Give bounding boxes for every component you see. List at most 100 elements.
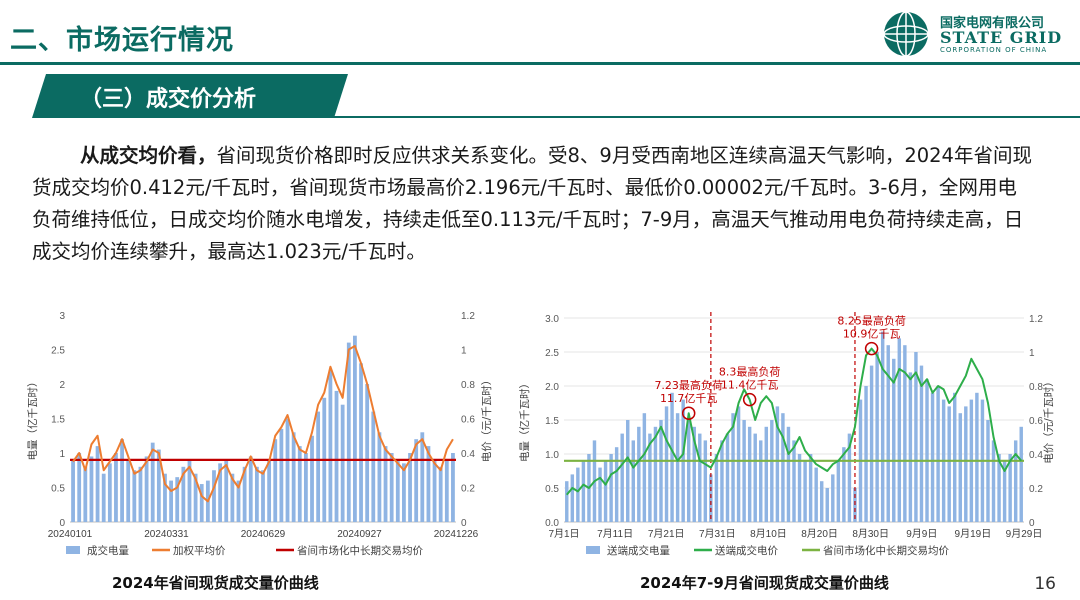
volume-bar (279, 428, 284, 522)
volume-bar (698, 433, 702, 522)
x-tick-label: 20240927 (337, 529, 382, 540)
volume-bar (340, 404, 345, 522)
volume-bar (753, 433, 757, 522)
volume-bar (720, 440, 724, 522)
volume-bar (598, 467, 602, 522)
volume-bar (395, 459, 400, 522)
volume-bar (709, 474, 713, 522)
x-tick-label: 20240629 (241, 529, 286, 540)
section-divider (330, 116, 1080, 118)
y-tick-left: 1 (59, 449, 65, 460)
volume-bar (637, 426, 641, 522)
globe-icon (883, 11, 929, 57)
volume-bar (770, 420, 774, 522)
y-axis-label-left: 电量（亿千瓦时） (26, 377, 39, 461)
y-tick-left: 2.5 (51, 346, 65, 357)
price-line (72, 345, 454, 503)
volume-bar (919, 365, 924, 522)
state-grid-logo: 国家电网有限公司 STATE GRID CORPORATION OF CHINA (880, 8, 1070, 60)
volume-bar (747, 426, 752, 522)
x-tick-label: 8月20日 (801, 528, 838, 540)
y-tick-left: 0.5 (545, 484, 559, 495)
volume-bar (377, 432, 382, 522)
x-tick-label: 9月19日 (955, 528, 992, 540)
volume-bar (224, 459, 229, 522)
logo-name-en: STATE GRID (940, 28, 1063, 47)
volume-bar (83, 466, 88, 522)
volume-bar (869, 365, 874, 522)
volume-bar (242, 466, 247, 522)
x-tick-label: 20240331 (144, 529, 189, 540)
volume-bar (199, 484, 204, 522)
volume-bar (659, 420, 663, 522)
volume-bar (389, 453, 394, 522)
paragraph-lead: 从成交均价看， (80, 144, 217, 167)
header-divider (0, 62, 1080, 65)
volume-bar (163, 473, 167, 522)
volume-bar (261, 470, 265, 522)
volume-bar (875, 352, 879, 522)
volume-bar (792, 440, 796, 522)
chart-caption-annual: 2024年省间现货成交量价曲线 (112, 574, 319, 592)
volume-bar (991, 440, 996, 522)
volume-bar (132, 470, 137, 522)
volume-bar (1008, 454, 1012, 522)
volume-bar (156, 449, 161, 522)
volume-bar (947, 406, 951, 522)
volume-bar (1002, 460, 1007, 522)
volume-bar (675, 413, 680, 522)
volume-bar (958, 413, 962, 522)
chart-caption-q3: 2024年7-9月省间现货成交量价曲线 (640, 574, 889, 592)
volume-bar (880, 331, 885, 522)
y-tick-right: 1 (461, 346, 467, 357)
legend-label: 加权平均价 (173, 544, 226, 557)
volume-bar (964, 406, 968, 522)
volume-bar (775, 406, 780, 522)
y-tick-left: 2.5 (545, 348, 559, 359)
volume-bar (797, 454, 802, 522)
volume-bar (620, 433, 624, 522)
y-tick-left: 3 (59, 311, 65, 322)
volume-bar (565, 481, 569, 522)
volume-bar (842, 447, 846, 522)
volume-bar (402, 463, 406, 522)
x-tick-label: 7月31日 (699, 528, 736, 540)
annual-volume-price-chart: 0 0.5 1 1.5 2 2.5 3 0 0.2 0.4 0.6 0.8 1 1.2 电量（亿千瓦时） 电价… (26, 311, 493, 557)
volume-bar (759, 440, 763, 522)
legend-label: 送端成交电量 (607, 544, 670, 557)
volume-bar (614, 447, 619, 522)
y-tick-left: 0.5 (51, 484, 65, 495)
volume-bar (653, 426, 658, 522)
volume-bar (930, 392, 935, 522)
volume-bar (603, 460, 608, 522)
volume-bar (451, 453, 455, 522)
legend-label: 成交电量 (87, 544, 129, 557)
volume-bar (150, 442, 155, 522)
volume-bar (310, 435, 314, 522)
y-tick-left: 2.0 (545, 382, 559, 393)
volume-bar (303, 453, 308, 522)
volume-bar (631, 440, 635, 522)
x-tick-label: 8月10日 (750, 528, 787, 540)
volume-bar (725, 433, 730, 522)
volume-bar (426, 446, 431, 522)
y-axis-label-right: 电价（元/千瓦时） (1042, 376, 1055, 464)
peak-load-label: 8.3最高负荷 (719, 365, 781, 379)
volume-bar (353, 335, 357, 522)
y-tick-left: 0 (59, 518, 65, 529)
volume-bar (642, 413, 647, 522)
legend-label: 省间市场化中长期交易均价 (823, 544, 949, 557)
volume-bar (908, 372, 913, 522)
y-tick-left: 1.5 (545, 416, 559, 427)
volume-bar (328, 370, 333, 522)
y-axis-label-left: 电量（亿千瓦时） (518, 378, 531, 462)
volume-bar (808, 454, 813, 522)
volume-bar (731, 413, 735, 522)
legend-swatch-bar (66, 546, 80, 554)
y-tick-right: 0.8 (1029, 382, 1043, 393)
peak-load-value: 11.7亿千瓦 (660, 392, 718, 405)
x-tick-label: 7月21日 (648, 528, 685, 540)
volume-bar (686, 420, 691, 522)
volume-bar (997, 454, 1001, 522)
volume-bar (626, 420, 630, 522)
